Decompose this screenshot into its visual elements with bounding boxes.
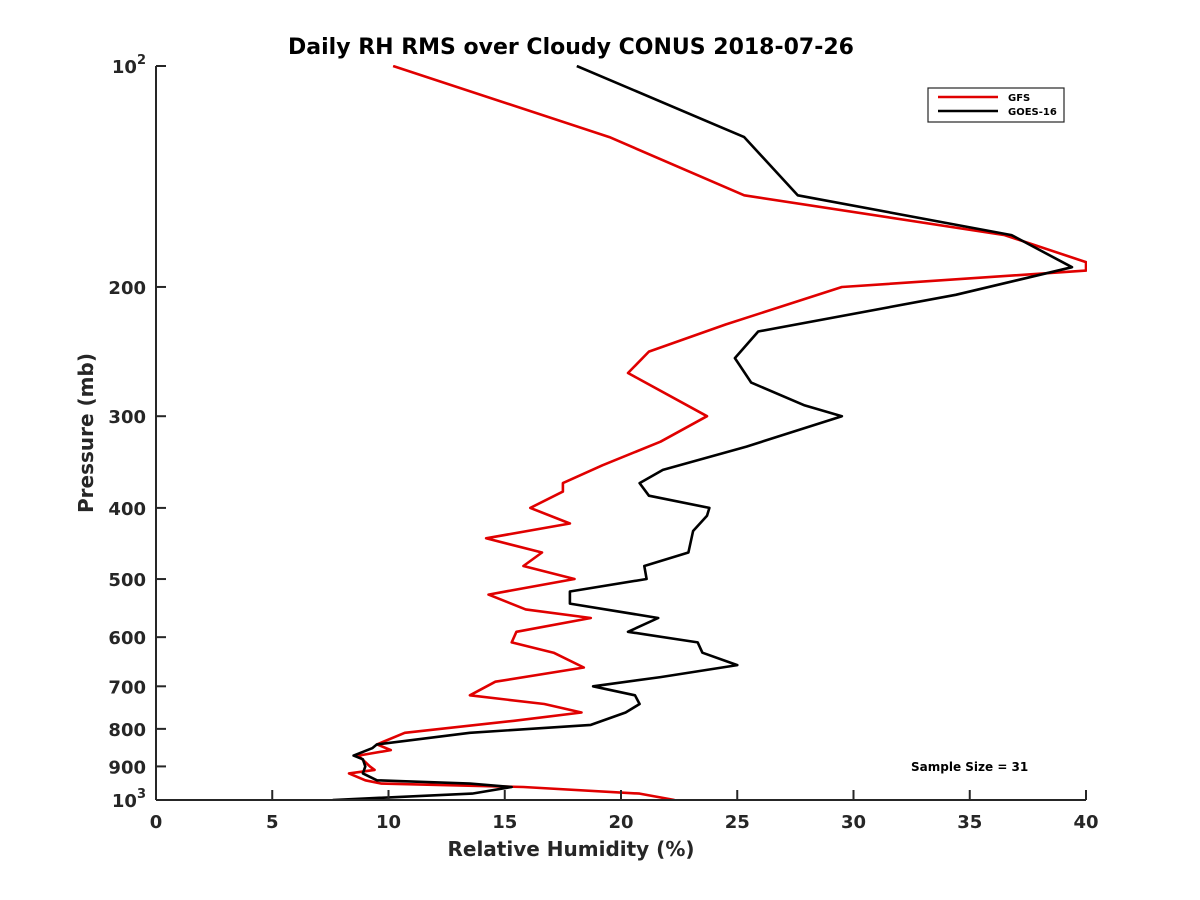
y-tick-label: 800 [108, 720, 146, 741]
ticks: 0 5 10 15 20 25 30 35 40 102 200 300 400 500 600 700 800… [108, 53, 1098, 833]
y-axis-title: Pressure (mb) [74, 353, 98, 513]
series-line-gfs [347, 65, 1087, 801]
x-tick-label: 25 [725, 812, 750, 833]
y-tick-label: 500 [108, 570, 146, 591]
x-axis-title: Relative Humidity (%) [447, 837, 694, 861]
legend-label: GFS [1008, 93, 1030, 104]
plot-lines [332, 65, 1087, 801]
x-tick-label: 0 [150, 812, 163, 833]
y-tick-label: 200 [108, 278, 146, 299]
legend: GFS GOES-16 [927, 87, 1065, 123]
y-tick-label: 103 [112, 787, 146, 812]
chart-title: Daily RH RMS over Cloudy CONUS 2018-07-2… [288, 35, 854, 60]
legend-box [927, 87, 1065, 123]
x-tick-label: 10 [376, 812, 401, 833]
y-tick-label: 700 [108, 677, 146, 698]
y-tick-label: 600 [108, 628, 146, 649]
x-tick-label: 20 [608, 812, 633, 833]
x-tick-label: 5 [266, 812, 279, 833]
y-tick-label: 102 [112, 53, 146, 78]
x-tick-label: 40 [1073, 812, 1098, 833]
sample-size-annotation: Sample Size = 31 [911, 760, 1028, 774]
y-tick-label: 300 [108, 407, 146, 428]
x-tick-label: 15 [492, 812, 517, 833]
series-line-goes-16 [332, 65, 1074, 801]
y-tick-label: 900 [108, 757, 146, 778]
axes [155, 66, 1086, 801]
legend-label: GOES-16 [1008, 107, 1057, 118]
x-tick-label: 30 [841, 812, 866, 833]
y-tick-label: 400 [108, 499, 146, 520]
x-tick-label: 35 [957, 812, 982, 833]
